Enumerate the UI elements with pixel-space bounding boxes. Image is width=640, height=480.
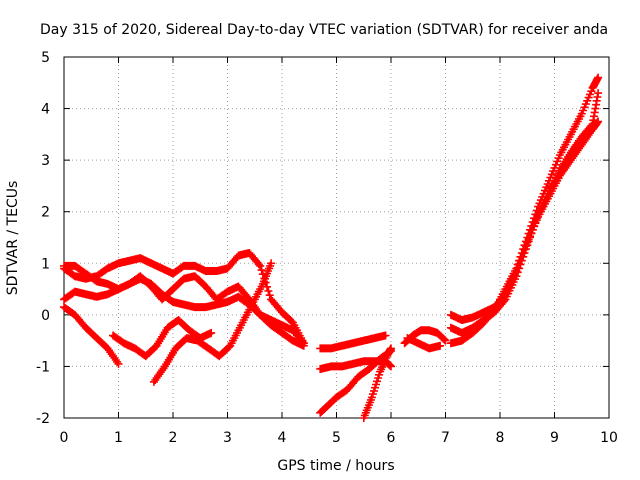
x-tick-label: 1 <box>114 430 123 446</box>
y-tick-labels: -2 -1 0 1 2 3 4 5 <box>36 50 50 427</box>
data-series-track-d <box>60 249 308 348</box>
x-tick-label: 6 <box>387 430 396 446</box>
y-tick-label: 4 <box>41 102 50 118</box>
data-series-track-j <box>359 344 395 422</box>
chart-title: Day 315 of 2020, Sidereal Day-to-day VTE… <box>40 22 608 38</box>
x-tick-label: 0 <box>60 430 69 446</box>
ticks-layer <box>63 56 610 419</box>
data-point-markers <box>60 303 123 368</box>
x-tick-label: 9 <box>550 430 559 446</box>
y-axis-label: SDTVAR / TECUs <box>5 181 21 296</box>
data-point-markers <box>316 347 395 417</box>
data-series-track-o <box>446 117 603 324</box>
y-tick-label: 2 <box>41 205 50 221</box>
x-tick-label: 5 <box>332 430 341 446</box>
x-tick-label: 7 <box>441 430 450 446</box>
data-point-markers <box>446 73 603 348</box>
x-tick-label: 8 <box>496 430 505 446</box>
data-point-markers <box>109 316 216 361</box>
data-series-track-m <box>446 73 603 348</box>
data-series-track-f <box>149 259 276 386</box>
x-tick-labels: 0 1 2 3 4 5 6 7 8 9 10 <box>60 430 618 446</box>
y-tick-label: 1 <box>41 256 50 272</box>
y-tick-label: -1 <box>36 359 50 375</box>
y-tick-label: -2 <box>36 411 50 427</box>
data-series-track-e <box>109 316 216 361</box>
y-tick-label: 5 <box>41 50 50 66</box>
data-point-markers <box>446 117 603 324</box>
data-layer <box>60 73 603 422</box>
y-tick-label: 3 <box>41 153 50 169</box>
data-point-markers <box>316 331 390 353</box>
y-tick-label: 0 <box>41 308 50 324</box>
data-series-track-i <box>316 347 395 417</box>
data-point-markers <box>359 344 395 422</box>
x-tick-label: 10 <box>600 430 618 446</box>
x-axis-label: GPS time / hours <box>277 458 394 474</box>
x-tick-label: 4 <box>278 430 287 446</box>
data-point-markers <box>403 334 445 353</box>
x-tick-label: 2 <box>169 430 178 446</box>
data-point-markers <box>60 249 308 348</box>
x-tick-label: 3 <box>223 430 232 446</box>
data-series-track-l <box>403 334 445 353</box>
data-series-track-c <box>60 303 123 368</box>
data-point-markers <box>149 259 276 386</box>
data-series-track-g <box>316 331 390 353</box>
